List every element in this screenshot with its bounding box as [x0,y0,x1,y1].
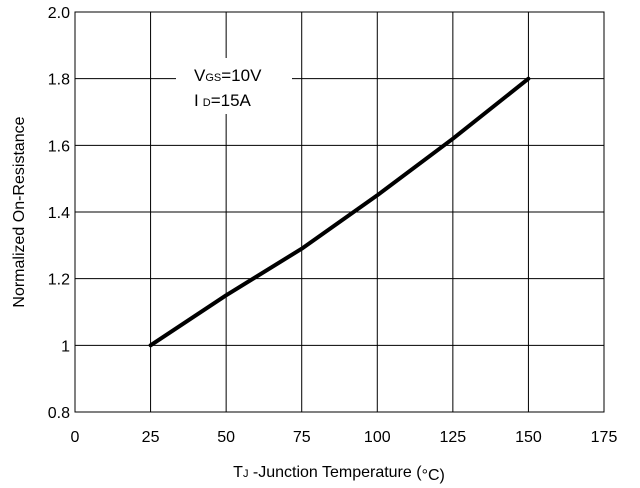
x-axis-title: TJ -Junction Temperature (°C) [233,464,445,484]
y-axis-title: Normalized On-Resistance [11,116,28,307]
x-tick-labels: 0 25 50 75 100 125 150 175 [71,429,618,446]
x-tick-label: 75 [293,429,311,446]
y-tick-labels: 0.8 1 1.2 1.4 1.6 1.8 2.0 [48,5,70,422]
annotation-id: I D=15A [194,91,252,110]
y-tick-label: 1.6 [48,138,70,155]
x-tick-label: 175 [591,429,618,446]
x-tick-label: 50 [217,429,235,446]
x-tick-label: 125 [440,429,467,446]
series-line [148,76,531,348]
grid [75,12,604,412]
plot-frame [74,11,605,413]
y-tick-label: 1.4 [48,205,70,222]
annotation-background [176,58,292,114]
y-tick-label: 1 [61,338,70,355]
y-tick-label: 1.8 [48,72,70,89]
annotation-vgs: VGS=10V [194,66,262,85]
x-tick-label: 25 [142,429,160,446]
y-tick-label: 1.2 [48,272,70,289]
x-tick-label: 0 [71,429,80,446]
y-tick-label: 2.0 [48,5,70,22]
x-tick-label: 100 [364,429,391,446]
series-group [148,76,531,348]
y-tick-label: 0.8 [48,405,70,422]
x-tick-label: 150 [515,429,542,446]
